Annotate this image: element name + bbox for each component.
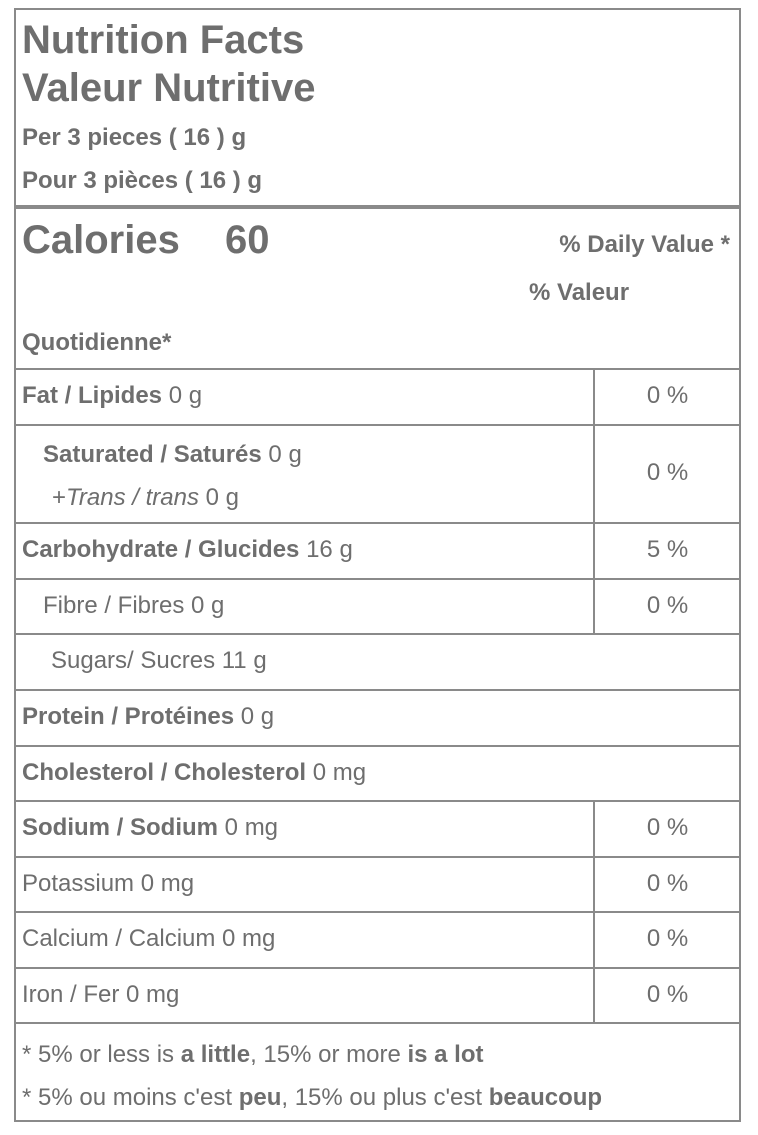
nutrient: Potassium 0 mg xyxy=(22,870,194,898)
nutrient: Iron / Fer 0 mg xyxy=(22,981,179,1009)
divider xyxy=(14,424,741,426)
divider xyxy=(14,745,741,747)
footnote-part: a little xyxy=(180,1041,251,1068)
divider xyxy=(14,633,741,635)
nutrient-label: Cholesterol / Cholesterol xyxy=(22,758,307,786)
nutrient: Protein / Protéines 0 g xyxy=(22,703,274,731)
divider xyxy=(14,967,741,969)
label-border xyxy=(14,8,741,1122)
footnote-part: , 15% ou plus c'est xyxy=(281,1084,489,1111)
sub-nutrient: +Trans / trans 0 g xyxy=(52,484,239,512)
daily-value: 0 % xyxy=(646,869,689,897)
sub-label: Trans / trans xyxy=(66,484,199,511)
nutrient: Carbohydrate / Glucides 16 g xyxy=(22,536,353,564)
nutrient-amount: 0 g xyxy=(240,703,275,730)
calories-label: Calories xyxy=(22,218,180,262)
daily-value: 0 % xyxy=(646,591,689,619)
nutrient: Cholesterol / Cholesterol 0 mg xyxy=(22,759,366,787)
divider xyxy=(14,368,741,370)
sub-prefix: + xyxy=(52,484,67,511)
column-divider xyxy=(593,578,595,633)
title-fr: Valeur Nutritive xyxy=(22,66,316,110)
nutrient-label: Protein / Protéines xyxy=(22,703,235,730)
nutrient: Sodium / Sodium 0 mg xyxy=(22,814,278,842)
column-divider xyxy=(593,800,595,856)
footnote-part: beaucoup xyxy=(488,1084,603,1111)
footnote-fr: * 5% ou moins c'est peu, 15% ou plus c'e… xyxy=(22,1084,602,1112)
daily-value: 0 % xyxy=(646,925,689,952)
footnote: * 5% or less is a little, 15% or more is… xyxy=(22,1041,484,1069)
nutrient-label: Carbohydrate / Glucides xyxy=(22,536,300,563)
column-divider xyxy=(593,368,595,424)
column-divider xyxy=(593,424,595,522)
nutrient-label: Saturated / Saturés xyxy=(43,441,262,468)
column-divider xyxy=(593,967,595,1022)
daily-value: 0 % xyxy=(646,459,689,486)
nutrient: Saturated / Saturés 0 g xyxy=(43,441,302,469)
nutrient: Fibre / Fibres 0 g xyxy=(43,592,224,620)
nutrient-amount: 0 g xyxy=(168,382,203,409)
serving: Per 3 pieces ( 16 ) g xyxy=(22,124,247,151)
footnote-part: * 5% or less is xyxy=(22,1041,181,1068)
nutrient-amount: 16 g xyxy=(306,536,353,563)
serving-fr: Pour 3 pièces ( 16 ) g xyxy=(22,167,263,194)
footnote-part: is a lot xyxy=(407,1041,484,1068)
daily-value: 0 % xyxy=(646,814,689,841)
dv-header: % Daily Value * xyxy=(559,231,730,258)
divider xyxy=(14,800,741,802)
divider xyxy=(14,856,741,858)
nutrient-amount: 0 g xyxy=(268,441,302,468)
divider xyxy=(14,689,741,691)
nutrient-label: Fibre / Fibres 0 g xyxy=(43,591,225,619)
column-divider xyxy=(593,522,595,578)
footnote-part: peu xyxy=(238,1084,282,1111)
nutrient: Calcium / Calcium 0 mg xyxy=(22,925,275,953)
footnote-part: * 5% ou moins c'est xyxy=(22,1084,239,1111)
divider xyxy=(14,205,741,209)
divider xyxy=(14,911,741,913)
dv-header-fr: Quotidienne* xyxy=(22,329,172,356)
nutrient-label: Fat / Lipides xyxy=(22,382,163,409)
daily-value: 5 % xyxy=(646,536,689,563)
daily-value: 0 % xyxy=(646,382,689,409)
nutrient-label: Sodium / Sodium xyxy=(22,814,218,841)
nutrient-label: Sugars/ Sucres 11 g xyxy=(51,647,267,674)
calories-value: 60 xyxy=(225,218,270,262)
nutrient: Sugars/ Sucres 11 g xyxy=(51,647,267,675)
nutrient-amount: 0 mg xyxy=(312,758,367,786)
column-divider xyxy=(593,856,595,911)
nutrient-label: Calcium / Calcium 0 mg xyxy=(22,925,276,952)
title: Nutrition Facts xyxy=(22,18,305,62)
divider xyxy=(14,1022,741,1024)
column-divider xyxy=(593,911,595,967)
nutrient-label: Iron / Fer 0 mg xyxy=(22,980,180,1008)
daily-value: 0 % xyxy=(646,980,689,1008)
nutrient-amount: 0 mg xyxy=(224,814,279,841)
nutrient: Fat / Lipides 0 g xyxy=(22,382,202,410)
divider xyxy=(14,578,741,580)
nutrient-label: Potassium 0 mg xyxy=(22,869,195,897)
sub-amount: 0 g xyxy=(205,484,239,511)
divider xyxy=(14,522,741,524)
footnote-part: , 15% or more xyxy=(250,1041,408,1068)
dv-header-fr: % Valeur xyxy=(529,279,630,306)
